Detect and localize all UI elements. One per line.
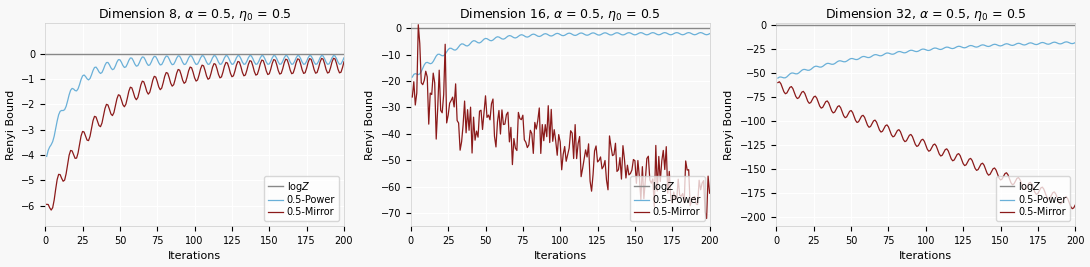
Y-axis label: Renyi Bound: Renyi Bound xyxy=(365,89,375,160)
0.5-Mirror xyxy=(327,57,340,60)
0.5-Mirror xyxy=(60,172,73,175)
Title: Dimension 8, $\alpha$ = 0.5, $\eta_0$ = 0.5: Dimension 8, $\alpha$ = 0.5, $\eta_0$ = … xyxy=(98,6,291,22)
0.5-Mirror xyxy=(53,173,66,176)
0.5-Power xyxy=(338,56,351,59)
0.5-Power xyxy=(461,44,474,48)
log$Z$ xyxy=(405,27,419,30)
0.5-Power xyxy=(694,31,707,34)
0.5-Mirror xyxy=(45,209,58,212)
0.5-Power xyxy=(52,113,65,116)
0.5-Power xyxy=(784,72,797,76)
0.5-Power xyxy=(789,72,802,76)
0.5-Mirror xyxy=(852,120,865,123)
0.5-Mirror xyxy=(425,93,438,96)
0.5-Mirror xyxy=(772,81,785,84)
Legend: log$Z$, 0.5-Power, 0.5-Mirror: log$Z$, 0.5-Power, 0.5-Mirror xyxy=(630,176,705,221)
0.5-Power xyxy=(417,63,431,66)
Line: 0.5-Power: 0.5-Power xyxy=(778,42,1075,78)
0.5-Power xyxy=(703,32,716,35)
0.5-Mirror xyxy=(1044,194,1057,197)
0.5-Mirror xyxy=(324,66,337,69)
Line: 0.5-Mirror: 0.5-Mirror xyxy=(412,25,710,218)
0.5-Mirror xyxy=(338,60,351,64)
Line: 0.5-Mirror: 0.5-Mirror xyxy=(778,82,1075,209)
0.5-Mirror xyxy=(405,95,419,99)
0.5-Power xyxy=(485,39,498,42)
0.5-Mirror xyxy=(1055,202,1068,205)
X-axis label: Iterations: Iterations xyxy=(534,252,586,261)
0.5-Mirror xyxy=(773,80,786,83)
0.5-Power xyxy=(1068,41,1081,44)
0.5-Power xyxy=(119,65,132,68)
0.5-Power xyxy=(424,62,437,65)
0.5-Power xyxy=(1054,42,1067,45)
Title: Dimension 16, $\alpha$ = 0.5, $\eta_0$ = 0.5: Dimension 16, $\alpha$ = 0.5, $\eta_0$ =… xyxy=(459,6,662,22)
Title: Dimension 32, $\alpha$ = 0.5, $\eta_0$ = 0.5: Dimension 32, $\alpha$ = 0.5, $\eta_0$ =… xyxy=(825,6,1027,22)
0.5-Mirror xyxy=(1068,203,1081,207)
0.5-Mirror xyxy=(785,85,798,88)
0.5-Power xyxy=(405,76,419,79)
0.5-Mirror xyxy=(791,97,804,100)
log$Z$ xyxy=(772,23,785,27)
0.5-Mirror xyxy=(462,129,475,132)
0.5-Mirror xyxy=(40,203,53,206)
0.5-Power xyxy=(850,58,863,61)
X-axis label: Iterations: Iterations xyxy=(168,252,221,261)
0.5-Power xyxy=(323,62,336,65)
0.5-Power xyxy=(327,54,340,57)
0.5-Power xyxy=(58,108,71,111)
log$Z$ xyxy=(404,27,417,30)
0.5-Mirror xyxy=(703,191,716,195)
Legend: log$Z$, 0.5-Power, 0.5-Mirror: log$Z$, 0.5-Power, 0.5-Mirror xyxy=(995,176,1070,221)
0.5-Power xyxy=(688,33,701,36)
0.5-Power xyxy=(312,60,325,63)
0.5-Power xyxy=(678,33,691,36)
0.5-Mirror xyxy=(314,61,327,64)
0.5-Mirror xyxy=(486,97,499,101)
0.5-Power xyxy=(96,71,109,74)
0.5-Mirror xyxy=(121,96,134,100)
log$Z$ xyxy=(38,52,51,55)
0.5-Mirror xyxy=(1066,207,1079,210)
0.5-Mirror xyxy=(679,159,692,163)
0.5-Mirror xyxy=(412,23,425,26)
0.5-Mirror xyxy=(828,111,841,114)
log$Z$ xyxy=(40,52,53,55)
X-axis label: Iterations: Iterations xyxy=(899,252,953,261)
0.5-Mirror xyxy=(700,217,713,220)
0.5-Power xyxy=(826,63,839,66)
0.5-Power xyxy=(40,155,53,158)
0.5-Mirror xyxy=(690,202,703,206)
0.5-Mirror xyxy=(97,114,110,117)
Line: 0.5-Power: 0.5-Power xyxy=(412,33,710,77)
Line: 0.5-Power: 0.5-Power xyxy=(47,56,344,156)
log$Z$ xyxy=(770,23,783,27)
Line: 0.5-Mirror: 0.5-Mirror xyxy=(47,58,344,210)
Legend: log$Z$, 0.5-Power, 0.5-Mirror: log$Z$, 0.5-Power, 0.5-Mirror xyxy=(265,176,339,221)
0.5-Power xyxy=(772,76,785,80)
Y-axis label: Renyi Bound: Renyi Bound xyxy=(725,89,735,160)
0.5-Power xyxy=(1059,40,1073,44)
0.5-Mirror xyxy=(420,70,433,73)
0.5-Power xyxy=(1043,42,1056,45)
Y-axis label: Renyi Bound: Renyi Bound xyxy=(5,89,15,160)
